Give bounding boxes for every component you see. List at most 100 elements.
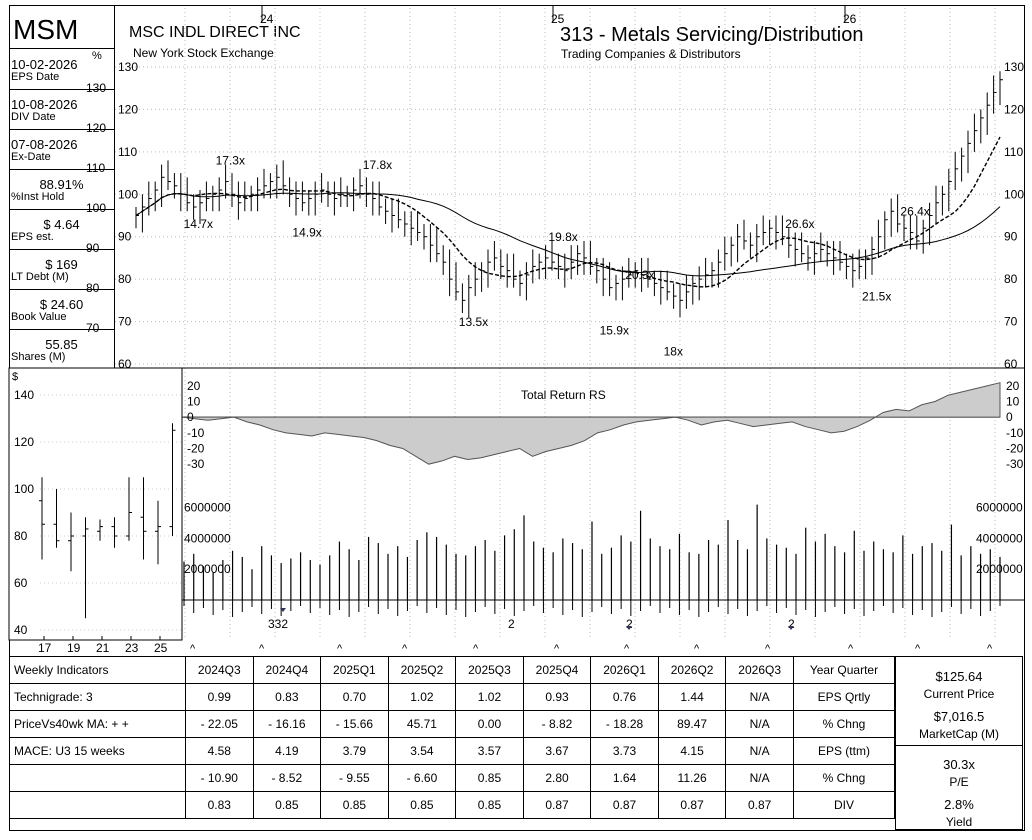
price-bar: [333, 181, 338, 216]
price-bar: [673, 283, 677, 309]
price-bar: [276, 164, 280, 199]
volume-axis-left-label: 2000000: [184, 562, 231, 576]
price-bar: [180, 173, 184, 212]
price-bar: [858, 249, 863, 280]
price-bar: [762, 215, 767, 246]
price-axis-left-label: 70: [118, 315, 132, 329]
volume-axis-right-label: 4000000: [976, 531, 1023, 545]
table-cell: 1.64: [590, 764, 659, 792]
table-cell: 1.44: [657, 683, 727, 711]
table-cell: 4.58: [185, 737, 254, 765]
table-cell: 0.87: [657, 791, 727, 819]
table-cell: 3.73: [590, 737, 659, 765]
arrow-icon: [788, 626, 794, 630]
price-bar: [295, 181, 299, 216]
table-cell: 0.85: [387, 791, 457, 819]
price-bar: [679, 283, 683, 318]
count-marker: 2: [508, 617, 515, 631]
price-bar: [148, 181, 152, 216]
split-marker: 332: [268, 617, 288, 631]
price-bar: [577, 245, 581, 275]
inset-x-label: 23: [125, 641, 139, 655]
inset-bar: [126, 477, 132, 541]
table-cell: 1.02: [455, 683, 524, 711]
inset-axis-label: 80: [14, 529, 28, 543]
caret-marker: ^: [765, 643, 771, 655]
price-bar: [525, 262, 530, 301]
table-cell: 3.54: [387, 737, 457, 765]
inset-axis-label: 100: [14, 482, 34, 496]
sidebar-divider: [114, 5, 115, 370]
pct-axis-label: 100: [86, 201, 106, 215]
table-header-cell: 2025Q3: [455, 656, 524, 684]
inset-bar: [97, 519, 103, 541]
table-cell: 0.70: [320, 683, 389, 711]
price-axis-right-label: 100: [1004, 187, 1024, 201]
table-cell: - 18.28: [590, 710, 659, 738]
price-bar: [705, 257, 709, 288]
sidebar-item-label: Shares (M): [11, 351, 66, 363]
arrow-icon: [626, 626, 632, 630]
table-row: MACE: U3 15 weeks 4.58 4.19 3.79 3.54 3.57 3.6…: [9, 737, 896, 765]
table-cell: - 16.16: [252, 710, 322, 738]
price-bar: [903, 215, 907, 241]
price-bar: [666, 270, 671, 301]
price-bar: [135, 207, 139, 229]
price-bar: [199, 190, 203, 224]
year-label: 24: [260, 12, 274, 26]
price-bar: [865, 249, 869, 280]
price-bar: [967, 130, 971, 174]
exchange-name: New York Stock Exchange: [133, 46, 274, 60]
price-bar: [698, 266, 703, 301]
price-bar: [417, 211, 421, 241]
ma-40-line: [135, 192, 1001, 277]
price-bar: [922, 219, 927, 254]
price-bar: [404, 211, 408, 237]
row-metric: EPS Qrtly: [792, 683, 896, 711]
rs-axis-left-label: -10: [187, 426, 205, 440]
sidebar-item: 88.91% %Inst Hold: [9, 178, 114, 210]
price-axis-right-label: 60: [1004, 357, 1018, 371]
rs-axis-right-label: -30: [1006, 457, 1024, 471]
pe-annotation: 13.5x: [459, 315, 488, 329]
price-bar: [481, 262, 485, 292]
sidebar-item-value: 10-08-2026: [11, 97, 78, 112]
price-bar: [775, 215, 779, 250]
price-bar: [909, 215, 914, 250]
price-bar: [321, 173, 325, 203]
table-cell: 0.87: [590, 791, 659, 819]
table-header-cell: 2025Q4: [522, 656, 592, 684]
price-bar: [557, 253, 562, 280]
price-bar: [506, 253, 511, 288]
price-bar: [737, 223, 741, 263]
price-axis-left-label: 130: [118, 60, 138, 74]
price-bar: [807, 245, 811, 271]
price-bar: [564, 253, 568, 288]
caret-marker: ^: [337, 643, 343, 655]
price-bar: [167, 160, 171, 191]
price-bar: [826, 240, 831, 267]
inset-axis-label: 40: [14, 623, 28, 637]
price-bar: [890, 198, 895, 237]
price-bar: [634, 262, 639, 288]
table-header-cell: 2025Q1: [320, 656, 389, 684]
sidebar-item-label: LT Debt (M): [11, 271, 69, 283]
caret-marker: ^: [190, 643, 196, 655]
inset-bar: [155, 500, 161, 565]
sidebar-item-value: $ 24.60: [39, 297, 84, 312]
price-bar: [801, 232, 805, 263]
price-bar: [743, 219, 747, 250]
price-bar: [756, 223, 760, 263]
row-label: MACE: U3 15 weeks: [9, 737, 186, 765]
price-axis-right-label: 110: [1004, 145, 1023, 159]
price-bar: [532, 249, 536, 284]
table-cell: 0.99: [185, 683, 254, 711]
price-bar: [628, 257, 632, 288]
table-row: PriceVs40wk MA: + + - 22.05- 16.16- 15.66…: [9, 710, 896, 738]
price-bar: [327, 181, 331, 208]
price-bar: [999, 71, 1003, 106]
table-cell: 0.83: [252, 683, 322, 711]
price-bar: [250, 185, 255, 212]
row-label: [9, 764, 186, 792]
price-bar: [877, 219, 882, 258]
